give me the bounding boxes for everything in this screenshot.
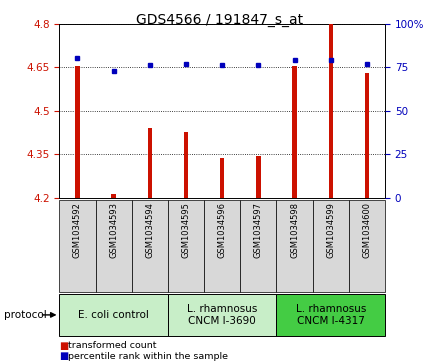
Bar bbox=[204, 200, 240, 292]
Bar bbox=[220, 158, 224, 198]
Bar bbox=[75, 66, 80, 198]
Text: L. rhamnosus
CNCM I-3690: L. rhamnosus CNCM I-3690 bbox=[187, 304, 257, 326]
Text: GSM1034592: GSM1034592 bbox=[73, 203, 82, 258]
Text: protocol: protocol bbox=[4, 310, 47, 320]
Text: GDS4566 / 191847_s_at: GDS4566 / 191847_s_at bbox=[136, 13, 304, 27]
Bar bbox=[148, 128, 152, 198]
Text: GSM1034594: GSM1034594 bbox=[145, 203, 154, 258]
Text: GSM1034593: GSM1034593 bbox=[109, 203, 118, 258]
Bar bbox=[59, 200, 95, 292]
Text: GSM1034600: GSM1034600 bbox=[363, 203, 371, 258]
Text: GSM1034598: GSM1034598 bbox=[290, 203, 299, 258]
Bar bbox=[168, 200, 204, 292]
Text: GSM1034596: GSM1034596 bbox=[218, 203, 227, 258]
Bar bbox=[293, 66, 297, 198]
Text: L. rhamnosus
CNCM I-4317: L. rhamnosus CNCM I-4317 bbox=[296, 304, 366, 326]
Bar bbox=[132, 200, 168, 292]
Text: GSM1034597: GSM1034597 bbox=[254, 203, 263, 258]
Text: E. coli control: E. coli control bbox=[78, 310, 149, 320]
Bar bbox=[276, 200, 313, 292]
Bar bbox=[329, 24, 333, 198]
Text: ■: ■ bbox=[59, 340, 69, 351]
Bar bbox=[240, 200, 276, 292]
Text: percentile rank within the sample: percentile rank within the sample bbox=[68, 352, 228, 361]
Bar bbox=[95, 200, 132, 292]
Bar bbox=[349, 200, 385, 292]
Text: transformed count: transformed count bbox=[68, 341, 157, 350]
Bar bbox=[168, 294, 276, 336]
Text: ■: ■ bbox=[59, 351, 69, 362]
Bar bbox=[313, 200, 349, 292]
Text: GSM1034599: GSM1034599 bbox=[326, 203, 335, 258]
Bar bbox=[184, 132, 188, 198]
Bar bbox=[59, 294, 168, 336]
Text: GSM1034595: GSM1034595 bbox=[182, 203, 191, 258]
Bar bbox=[365, 73, 369, 198]
Bar bbox=[276, 294, 385, 336]
Bar bbox=[256, 156, 260, 198]
Bar bbox=[111, 194, 116, 198]
